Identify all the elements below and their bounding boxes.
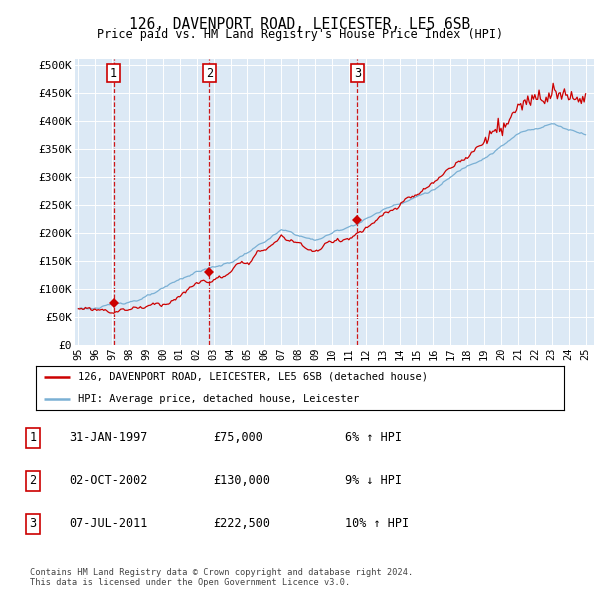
Text: Contains HM Land Registry data © Crown copyright and database right 2024.
This d: Contains HM Land Registry data © Crown c… — [30, 568, 413, 587]
Text: 6% ↑ HPI: 6% ↑ HPI — [345, 431, 402, 444]
Text: HPI: Average price, detached house, Leicester: HPI: Average price, detached house, Leic… — [78, 394, 359, 404]
Text: 9% ↓ HPI: 9% ↓ HPI — [345, 474, 402, 487]
Text: £75,000: £75,000 — [213, 431, 263, 444]
Text: 07-JUL-2011: 07-JUL-2011 — [69, 517, 148, 530]
Text: £130,000: £130,000 — [213, 474, 270, 487]
Text: £222,500: £222,500 — [213, 517, 270, 530]
Text: 02-OCT-2002: 02-OCT-2002 — [69, 474, 148, 487]
Text: 3: 3 — [354, 67, 361, 80]
Text: 126, DAVENPORT ROAD, LEICESTER, LE5 6SB (detached house): 126, DAVENPORT ROAD, LEICESTER, LE5 6SB … — [78, 372, 428, 382]
Text: 126, DAVENPORT ROAD, LEICESTER, LE5 6SB: 126, DAVENPORT ROAD, LEICESTER, LE5 6SB — [130, 17, 470, 31]
Text: 2: 2 — [206, 67, 213, 80]
Text: 2: 2 — [29, 474, 37, 487]
Text: 10% ↑ HPI: 10% ↑ HPI — [345, 517, 409, 530]
Text: 1: 1 — [110, 67, 117, 80]
Text: 3: 3 — [29, 517, 37, 530]
Text: 1: 1 — [29, 431, 37, 444]
Text: Price paid vs. HM Land Registry's House Price Index (HPI): Price paid vs. HM Land Registry's House … — [97, 28, 503, 41]
Text: 31-JAN-1997: 31-JAN-1997 — [69, 431, 148, 444]
